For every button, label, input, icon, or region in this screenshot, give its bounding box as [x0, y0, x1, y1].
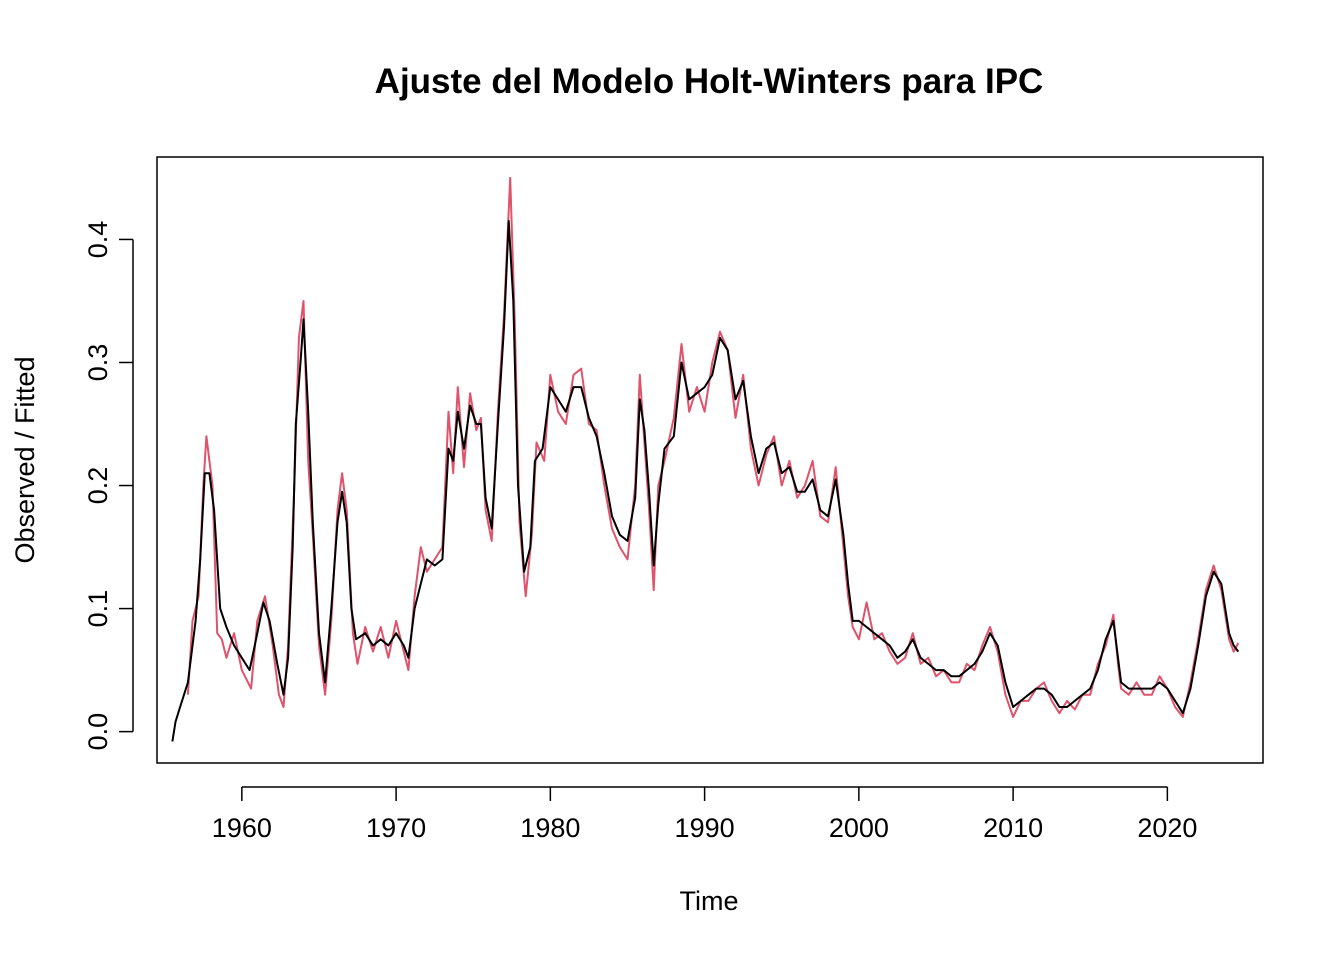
series-line-1 [186, 176, 1240, 718]
x-tick-label: 1980 [520, 813, 580, 843]
series-line-0 [171, 220, 1240, 742]
y-tick-label: 0.0 [83, 713, 113, 751]
y-tick-label: 0.2 [83, 467, 113, 505]
y-tick-label: 0.3 [83, 344, 113, 382]
y-tick-label: 0.1 [83, 590, 113, 628]
x-tick-label: 2020 [1137, 813, 1197, 843]
y-tick-label: 0.4 [83, 221, 113, 259]
x-tick-label: 2000 [829, 813, 889, 843]
x-tick-label: 2010 [983, 813, 1043, 843]
x-axis-label: Time [680, 886, 739, 916]
y-axis: 0.0 0.1 0.2 0.3 0.4 [83, 221, 134, 751]
series-layer [171, 176, 1240, 742]
plot-frame [156, 156, 1264, 764]
y-axis-label: Observed / Fitted [10, 356, 40, 563]
x-tick-label: 1960 [212, 813, 272, 843]
chart-title: Ajuste del Modelo Holt-Winters para IPC [375, 62, 1044, 101]
x-axis: 1960 1970 1980 1990 2000 2010 2020 [212, 786, 1197, 843]
x-tick-label: 1970 [366, 813, 426, 843]
x-tick-label: 1990 [675, 813, 735, 843]
